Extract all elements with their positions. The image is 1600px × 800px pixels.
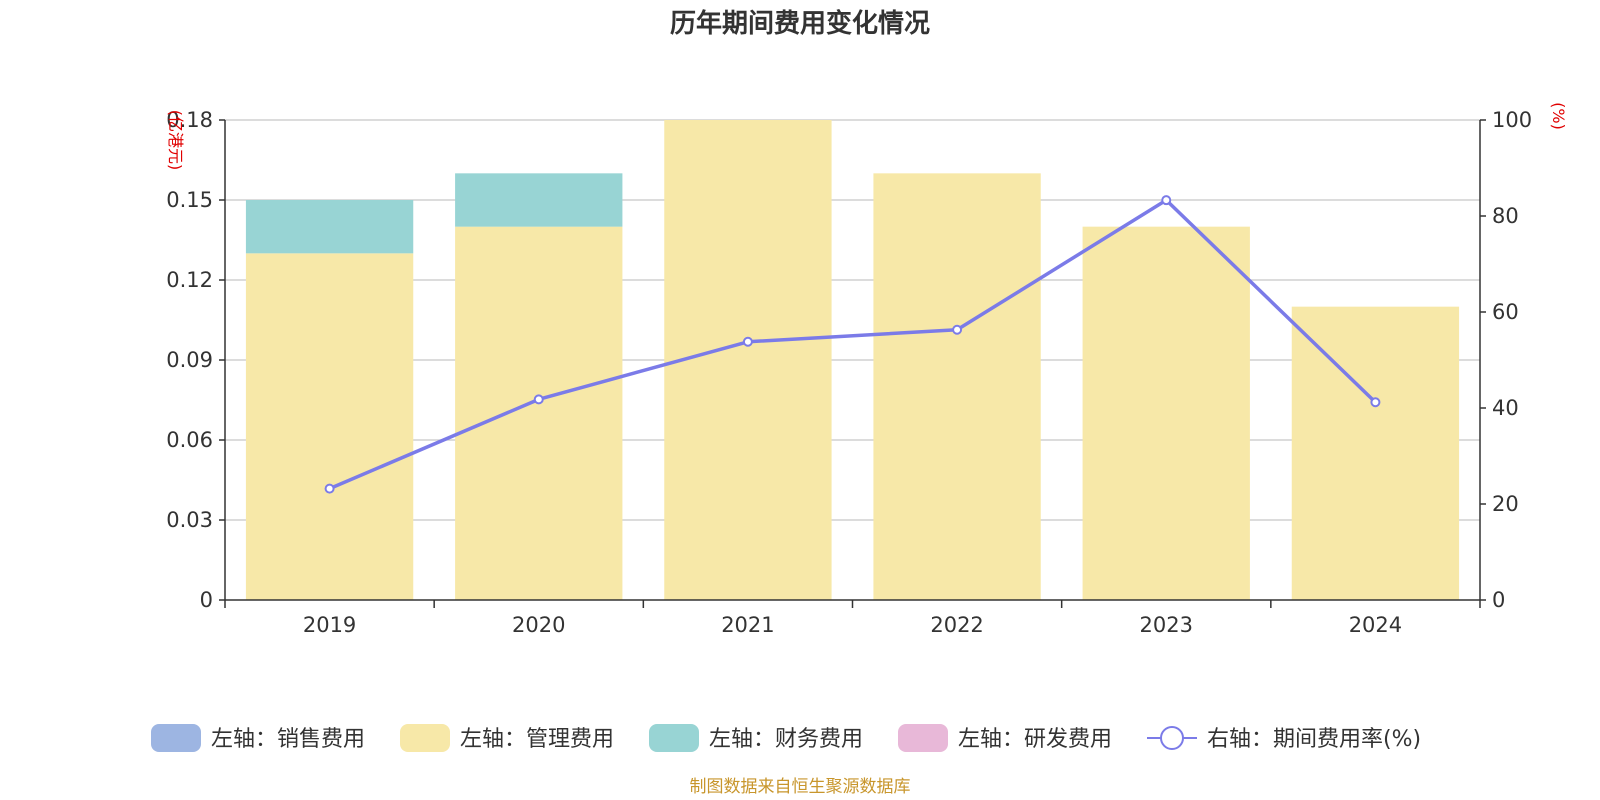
left-axis-tick-label: 0.18 bbox=[166, 108, 213, 132]
expense-rate-point bbox=[742, 336, 753, 347]
expense-rate-point bbox=[1370, 397, 1381, 408]
expense-rate-line bbox=[328, 198, 1377, 491]
right-axis-tick-label: 40 bbox=[1492, 396, 1519, 420]
gridlines bbox=[225, 119, 1480, 521]
left-axis-tick-label: 0.06 bbox=[166, 428, 213, 452]
bar-2024 bbox=[1291, 306, 1460, 600]
x-axis-tick-label: 2019 bbox=[303, 613, 356, 637]
x-axis-tick-label: 2023 bbox=[1140, 613, 1193, 637]
expense-rate-point bbox=[533, 394, 544, 405]
bar-series bbox=[245, 120, 1460, 601]
legend: 左轴：销售费用 左轴：管理费用 左轴：财务费用 左轴：研发费用 右轴：期间费用率(%) bbox=[151, 724, 1421, 752]
legend-label: 左轴：研发费用 bbox=[958, 727, 1112, 752]
bar-2019 bbox=[245, 200, 414, 254]
right-axis-tick-label: 60 bbox=[1492, 300, 1519, 324]
legend-swatch bbox=[400, 724, 450, 752]
right-axis-unit: (%) bbox=[1549, 102, 1568, 130]
left-axis-tick-label: 0.09 bbox=[166, 348, 213, 372]
legend-label: 左轴：财务费用 bbox=[709, 727, 863, 752]
left-axis-tick-label: 0.12 bbox=[166, 268, 213, 292]
right-axis-tick-label: 80 bbox=[1492, 204, 1519, 228]
expense-rate-point bbox=[952, 324, 963, 335]
left-axis-tick-label: 0.03 bbox=[166, 508, 213, 532]
source-note: 制图数据来自恒生聚源数据库 bbox=[690, 777, 911, 797]
x-axis-tick-label: 2024 bbox=[1349, 613, 1402, 637]
chart-title: 历年期间费用变化情况 bbox=[670, 8, 930, 39]
right-axis-tick-label: 100 bbox=[1492, 108, 1532, 132]
left-axis-tick-label: 0.15 bbox=[166, 188, 213, 212]
line-series bbox=[324, 195, 1381, 494]
bar-2019 bbox=[245, 253, 414, 601]
legend-swatch bbox=[649, 724, 699, 752]
right-axis-tick-label: 0 bbox=[1492, 588, 1505, 612]
bar-2021 bbox=[664, 120, 832, 600]
left-axis-tick-label: 0 bbox=[200, 588, 213, 612]
axes: 0 0.03 0.06 0.09 0.12 0.15 0.18 0 20 40 60 80 100 201… bbox=[166, 108, 1532, 637]
legend-label: 左轴：销售费用 bbox=[211, 727, 365, 752]
legend-swatch bbox=[151, 724, 201, 752]
right-axis-tick-label: 20 bbox=[1492, 492, 1519, 516]
bar-2023 bbox=[1082, 226, 1250, 600]
legend-marker bbox=[1160, 726, 1184, 750]
bar-2020 bbox=[455, 173, 623, 227]
legend-label: 左轴：管理费用 bbox=[460, 727, 614, 752]
expense-rate-point bbox=[1161, 195, 1172, 206]
bar-2020 bbox=[455, 226, 623, 600]
expense-rate-point bbox=[324, 483, 335, 494]
bar-2022 bbox=[873, 173, 1041, 601]
x-axis-tick-label: 2021 bbox=[721, 613, 774, 637]
x-axis-tick-label: 2020 bbox=[512, 613, 565, 637]
left-axis-unit: (亿港元) bbox=[166, 110, 185, 171]
x-axis-tick-label: 2022 bbox=[930, 613, 983, 637]
legend-swatch bbox=[898, 724, 948, 752]
legend-label: 右轴：期间费用率(%) bbox=[1207, 727, 1421, 752]
